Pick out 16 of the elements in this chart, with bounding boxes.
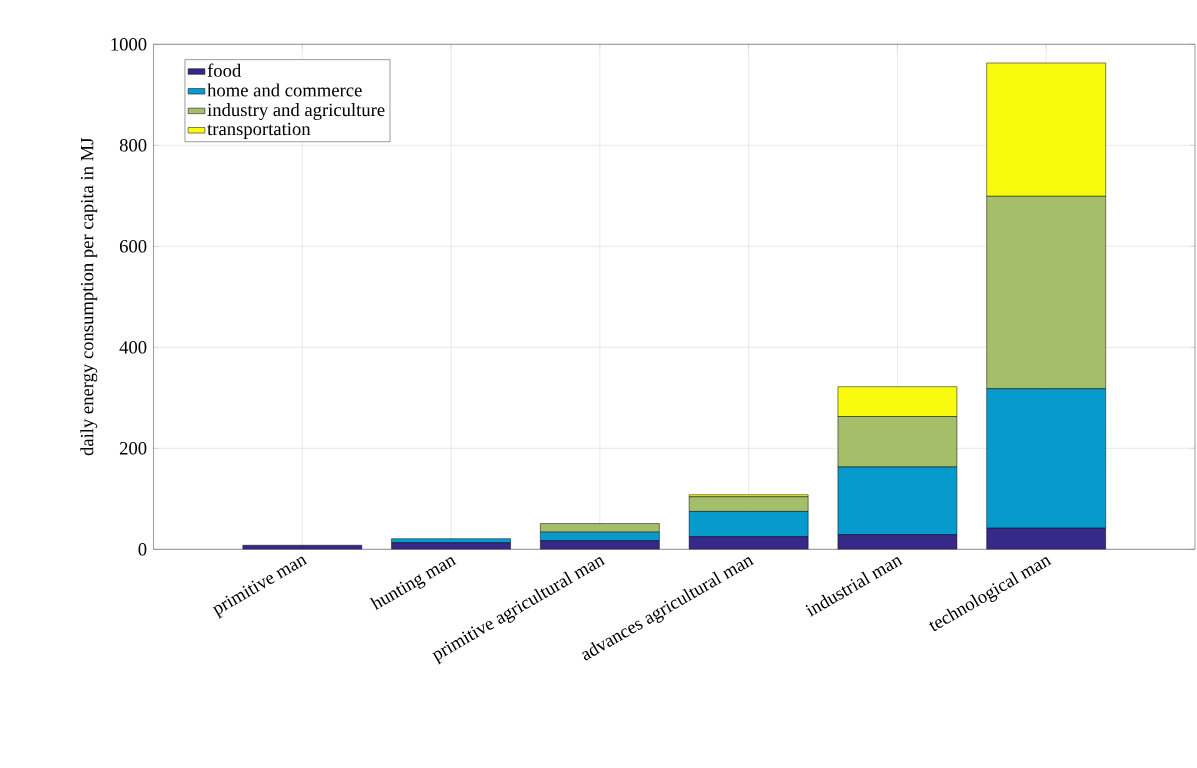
bar [837,534,957,550]
y-tick-label: 600 [119,240,147,253]
y-axis-title: daily energy consumption per capita in MJ [80,138,98,456]
y-tick-label: 400 [119,341,147,354]
bar [689,536,809,550]
legend-label: industry and agriculture [207,103,385,121]
bar [391,542,511,550]
y-tick-label: 200 [119,442,147,455]
legend-label: food [207,63,242,77]
y-tick-label: 800 [119,139,147,152]
bar [540,540,660,550]
legend-label: transportation [207,122,311,140]
legend-label: home and commerce [207,83,362,97]
y-tick-label: 1000 [111,38,147,51]
bar [986,527,1106,550]
y-tick-label: 0 [138,543,147,556]
